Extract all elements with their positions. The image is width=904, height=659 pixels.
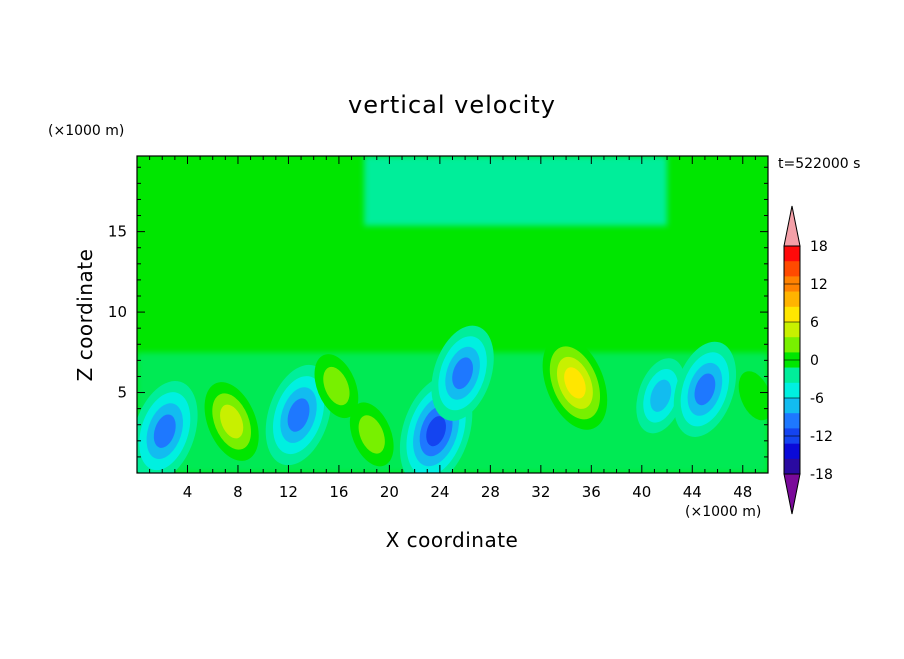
contour-level (287, 398, 310, 432)
x-tick-label: 20 (380, 483, 399, 501)
contour-level (738, 371, 768, 421)
contour-level (153, 414, 176, 448)
y-tick-label: 10 (108, 303, 127, 321)
contour-feature (265, 364, 332, 466)
contour-level (694, 373, 716, 406)
x-axis-ticks: 4 8 12 16 20 24 28 32 36 40 44 48 (149, 156, 756, 501)
x-unit-label: (×1000 m) (685, 504, 761, 520)
colorbar-segment (784, 443, 800, 460)
x-tick-label: 12 (279, 483, 298, 501)
contour-feature (314, 354, 359, 419)
contour-feature (524, 271, 558, 321)
colorbar-segment (784, 261, 800, 277)
y-axis-ticks: 5 10 15 (108, 166, 768, 458)
colorbar-segment (784, 291, 800, 308)
colorbar-segment (784, 382, 800, 399)
colorbar-tick-label: -18 (810, 467, 833, 483)
colorbar-segment (784, 367, 800, 384)
contour-feature (673, 341, 737, 437)
contour-level (426, 416, 446, 447)
x-tick-label: 8 (233, 483, 243, 501)
x-tick-label: 24 (430, 483, 449, 501)
x-tick-label: 44 (683, 483, 702, 501)
colorbar-over-arrow (783, 205, 801, 247)
colorbar-tick-label: 18 (810, 239, 828, 255)
colorbar-segment (784, 458, 800, 475)
chart-title: vertical velocity (348, 91, 556, 119)
x-tick-label: 4 (183, 483, 193, 501)
contour-level (452, 357, 473, 390)
contour-feature (636, 358, 686, 434)
contour-field (137, 156, 768, 473)
colorbar: 18 12 6 0 -6 -12 -18 (783, 205, 833, 515)
contour-level (524, 271, 558, 321)
colorbar-segment (784, 337, 800, 353)
colorbar-tick-label: -12 (810, 429, 833, 445)
x-axis-label: X coordinate (386, 528, 519, 552)
contour-level (323, 366, 350, 406)
contour-feature (738, 371, 768, 421)
colorbar-segment (784, 398, 800, 414)
colorbar-tick-label: 12 (810, 277, 828, 293)
x-tick-label: 36 (582, 483, 601, 501)
x-tick-label: 48 (733, 483, 752, 501)
contour-feature (204, 382, 259, 461)
x-tick-label: 32 (531, 483, 550, 501)
colorbar-segment (784, 322, 800, 338)
contour-feature (431, 325, 494, 421)
contour-level (220, 404, 244, 439)
contour-level (358, 415, 385, 454)
x-tick-label: 28 (481, 483, 500, 501)
contour-feature (349, 402, 394, 467)
contour-level (650, 379, 672, 412)
contour-level (564, 367, 586, 399)
colorbar-tick-label: 6 (810, 315, 819, 331)
colorbar-segment (784, 246, 800, 262)
y-axis-label: Z coordinate (73, 249, 97, 382)
x-tick-label: 40 (632, 483, 651, 501)
y-tick-label: 15 (108, 223, 127, 241)
contour-feature (137, 381, 198, 473)
colorbar-tick-label: -6 (810, 391, 824, 407)
contour-feature (542, 336, 608, 430)
colorbar-segment (784, 306, 800, 323)
colorbar-segment (784, 413, 800, 429)
colorbar-tick-label: 0 (810, 353, 819, 369)
colorbar-under-arrow (783, 473, 801, 515)
field-upper-region (364, 156, 668, 226)
time-label: t=522000 s (778, 156, 860, 172)
x-tick-label: 16 (329, 483, 348, 501)
y-unit-label: (×1000 m) (48, 123, 124, 139)
y-tick-label: 5 (117, 384, 127, 402)
